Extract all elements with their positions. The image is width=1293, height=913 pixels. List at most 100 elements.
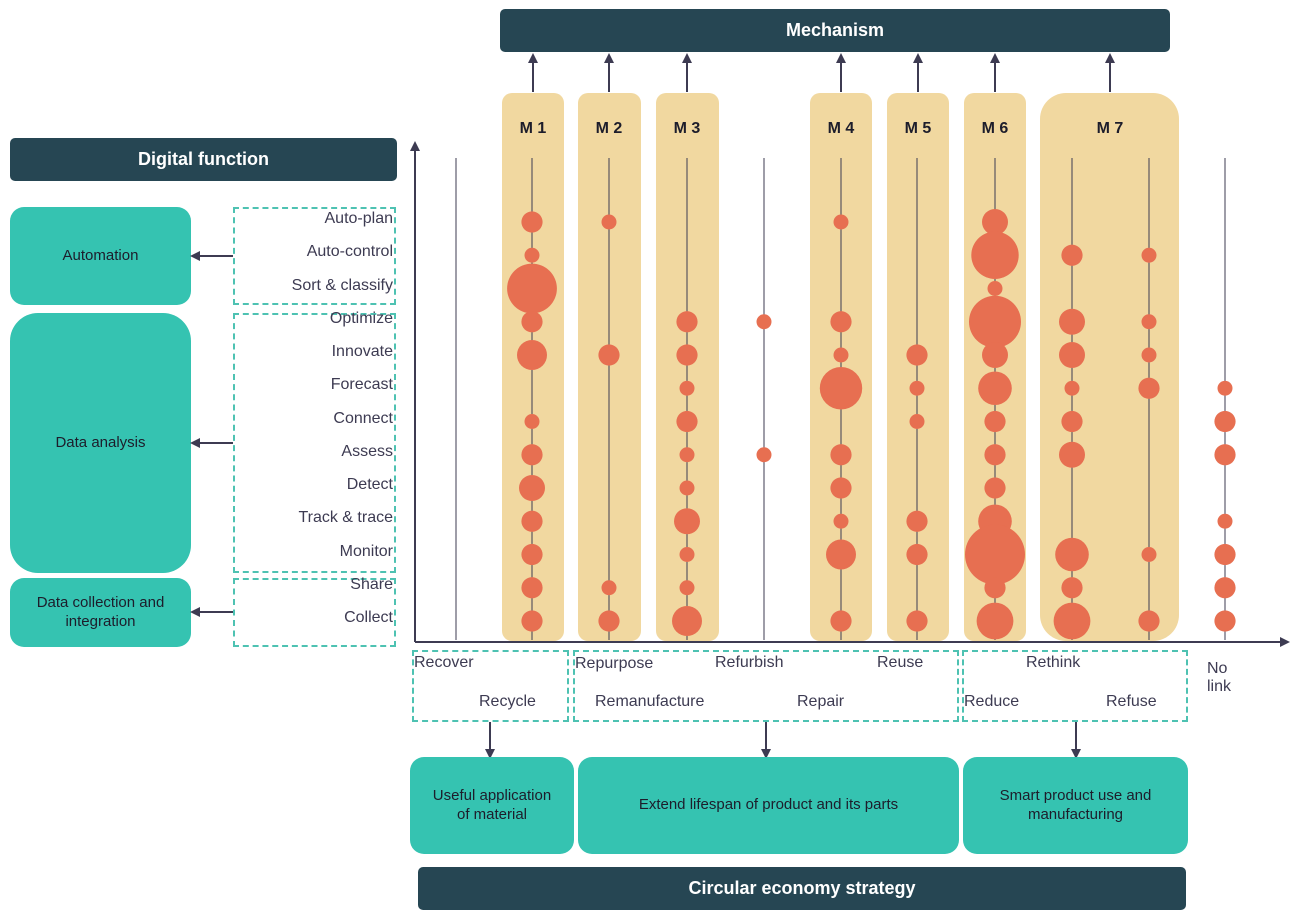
bubble-recycle-sort-classify: [507, 263, 557, 314]
bubble-rethink-optimize: [969, 295, 1021, 348]
bubble-refuse-monitor: [1141, 547, 1157, 562]
bubble-refuse-optimize: [1141, 314, 1157, 330]
bubble-reuse-connect: [909, 414, 925, 429]
strategy-reduce: Reduce: [964, 693, 1020, 710]
bubble-no-link-forecast: [1217, 380, 1233, 396]
bubble-recycle-collect: [521, 610, 543, 632]
function-label-innovate: Innovate: [331, 343, 393, 360]
function-label-track-trace: Track & trace: [298, 509, 393, 527]
bubble-remanufacture-optimize: [676, 311, 698, 333]
function-label-collect: Collect: [344, 609, 393, 626]
bubble-rethink-auto-control: [971, 231, 1019, 279]
circular-strategy-header: Circular economy strategy: [418, 867, 1186, 910]
no-link-label: No link: [1207, 660, 1232, 696]
bubble-rethink-assess: [984, 444, 1006, 466]
bubble-reduce-auto-control: [1061, 244, 1083, 266]
bubble-remanufacture-collect: [672, 606, 702, 636]
bubble-refuse-collect: [1138, 610, 1160, 632]
bubble-reuse-innovate: [906, 344, 928, 366]
function-label-assess: Assess: [341, 442, 393, 460]
bubble-refuse-auto-control: [1141, 247, 1157, 263]
bubble-remanufacture-innovate: [676, 344, 698, 366]
bubble-remanufacture-track-trace: [674, 508, 700, 535]
mechanism-label-4: M 4: [828, 120, 855, 137]
bubble-rethink-connect: [984, 410, 1006, 433]
bracket-lifespan: [573, 650, 959, 722]
bubble-repair-innovate: [833, 347, 849, 363]
strategy-recycle: Recycle: [479, 693, 536, 710]
bubble-rethink-collect: [976, 602, 1014, 640]
bubble-recycle-auto-plan: [521, 211, 543, 233]
bubble-reduce-forecast: [1064, 380, 1080, 396]
bubble-no-link-connect: [1214, 410, 1236, 433]
bubble-repair-monitor: [826, 539, 856, 570]
bubble-remanufacture-assess: [679, 447, 695, 463]
bubble-remanufacture-detect: [679, 480, 695, 496]
mechanism-label-7: M 7: [1097, 120, 1124, 137]
bubble-recycle-connect: [524, 414, 540, 429]
group-useful-material-label: Useful application of material: [432, 786, 552, 823]
group-automation-label: Automation: [62, 246, 139, 264]
bubble-remanufacture-connect: [676, 410, 698, 433]
bubble-repair-auto-plan: [833, 214, 849, 230]
strategy-refuse: Refuse: [1106, 693, 1157, 710]
bubble-recycle-share: [521, 577, 543, 599]
bubble-repair-detect: [830, 477, 852, 499]
function-label-share: Share: [350, 575, 393, 593]
bubble-reduce-optimize: [1059, 308, 1085, 335]
bubble-no-link-assess: [1214, 444, 1236, 466]
bubble-repurpose-innovate: [598, 344, 620, 366]
strategy-remanufacture: Remanufacture: [595, 693, 705, 710]
bubble-reduce-collect: [1053, 602, 1091, 640]
bubble-no-link-monitor: [1214, 543, 1236, 566]
bubble-remanufacture-forecast: [679, 380, 695, 396]
bubble-refuse-innovate: [1141, 347, 1157, 363]
function-label-auto-control: Auto-control: [306, 243, 393, 261]
group-data-collection-label: Data collection and integration: [36, 593, 165, 630]
bubble-rethink-sort-classify: [987, 281, 1003, 296]
bubble-rethink-monitor: [965, 524, 1025, 585]
function-label-forecast: Forecast: [330, 376, 393, 394]
digital-function-header: Digital function: [10, 138, 397, 181]
strategy-recover: Recover: [414, 654, 474, 671]
bracket-smart-use: [962, 650, 1188, 722]
bracket-automation: [233, 207, 396, 305]
bubble-repurpose-share: [601, 580, 617, 596]
strategy-repurpose: Repurpose: [575, 655, 654, 672]
bubble-recycle-optimize: [521, 311, 543, 333]
bubble-no-link-track-trace: [1217, 513, 1233, 529]
mechanism-label-3: M 3: [674, 120, 701, 137]
group-data-analysis-label: Data analysis: [55, 433, 146, 451]
bubble-reuse-track-trace: [906, 510, 928, 532]
group-extend-lifespan: Extend lifespan of product and its parts: [578, 757, 959, 854]
strategy-repair: Repair: [797, 693, 845, 710]
bubble-recycle-assess: [521, 444, 543, 466]
bubble-repair-forecast: [819, 367, 863, 410]
group-smart-use: Smart product use and manufacturing: [963, 757, 1188, 854]
bracket-data-collection: [233, 578, 396, 647]
bubble-recycle-track-trace: [521, 510, 543, 532]
bubble-repurpose-collect: [598, 610, 620, 632]
bubble-rethink-detect: [984, 477, 1006, 499]
mechanism-header-label: Mechanism: [785, 20, 885, 40]
bubble-recycle-auto-control: [524, 247, 540, 263]
function-label-monitor: Monitor: [339, 542, 393, 560]
group-data-collection: Data collection and integration: [10, 578, 191, 647]
bubble-refuse-forecast: [1138, 377, 1160, 399]
bubble-refurbish-assess: [756, 447, 772, 463]
bubble-reduce-share: [1061, 577, 1083, 599]
mechanism-band-7: [1040, 93, 1179, 641]
bubble-recycle-monitor: [521, 543, 543, 566]
group-smart-use-label: Smart product use and manufacturing: [999, 786, 1152, 823]
mechanism-label-5: M 5: [905, 120, 932, 137]
bubble-no-link-share: [1214, 577, 1236, 599]
mechanism-header: Mechanism: [500, 9, 1170, 52]
bubble-reduce-connect: [1061, 410, 1083, 433]
bubble-recycle-detect: [519, 475, 545, 501]
digital-function-header-label: Digital function: [138, 149, 269, 169]
bubble-reuse-monitor: [906, 543, 928, 566]
bubble-no-link-collect: [1214, 610, 1236, 632]
group-extend-lifespan-label: Extend lifespan of product and its parts: [638, 796, 899, 814]
function-label-sort-classify: Sort & classify: [291, 276, 393, 294]
